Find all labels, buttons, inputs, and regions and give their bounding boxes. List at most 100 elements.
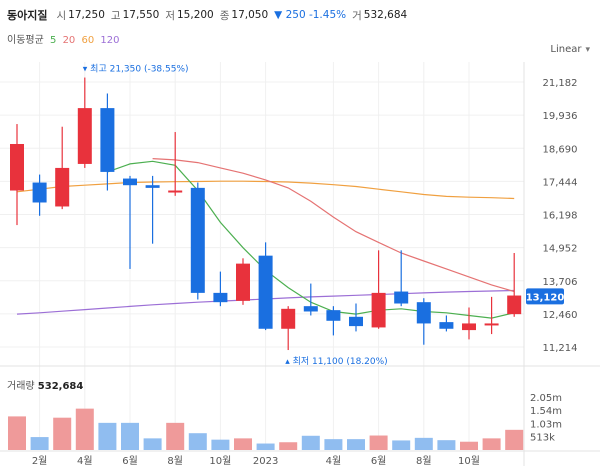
price-tick-label: 19,936 bbox=[543, 111, 578, 122]
candle-body bbox=[123, 178, 137, 186]
volume-bar bbox=[414, 437, 433, 450]
price-tick-label: 21,182 bbox=[543, 78, 578, 89]
price-axis: 21,182 19,936 18,690 17,444 16,198 14,952 13,7… bbox=[543, 78, 578, 354]
volume-label: 거 bbox=[352, 9, 362, 22]
time-tick-label: 4월 bbox=[326, 455, 342, 467]
price-tick-label: 13,706 bbox=[543, 277, 578, 288]
stock-header: 동아지질 시 17,250 고 17,550 저 15,200 종 17,050… bbox=[7, 6, 413, 24]
volume-bar bbox=[437, 440, 456, 450]
moving-average-legend[interactable]: 이동평균 5 20 60 120 bbox=[7, 31, 123, 46]
candle-body bbox=[281, 308, 296, 329]
candle-body bbox=[10, 143, 24, 191]
candle-body bbox=[394, 291, 409, 304]
price-tick-label: 12,460 bbox=[543, 310, 578, 321]
open-value: 17,250 bbox=[68, 9, 105, 21]
volume-bar bbox=[482, 438, 501, 450]
volume-bar bbox=[211, 439, 230, 450]
time-tick-label: 8월 bbox=[416, 455, 432, 467]
volume-axis: 2.05m 1.54m 1.03m 513k bbox=[530, 393, 562, 444]
candle-body bbox=[416, 302, 431, 324]
candle-body bbox=[507, 295, 522, 315]
scale-dropdown[interactable]: Linear ▾ bbox=[550, 44, 590, 55]
volume-bar bbox=[234, 438, 252, 450]
ma5-legend: 5 bbox=[50, 35, 57, 46]
volume-bar bbox=[8, 416, 26, 450]
chevron-down-icon: ▾ bbox=[585, 44, 590, 55]
time-tick-label: 4월 bbox=[77, 455, 93, 467]
volume-bar bbox=[30, 437, 49, 450]
stock-name: 동아지질 bbox=[7, 9, 48, 22]
candle-body bbox=[462, 323, 476, 331]
candle-body bbox=[213, 292, 228, 303]
candlesticks bbox=[10, 77, 522, 351]
high-value: 17,550 bbox=[122, 9, 160, 21]
volume-bar bbox=[301, 435, 320, 450]
volume-tick-label: 513k bbox=[530, 433, 555, 444]
volume-bar bbox=[143, 438, 162, 450]
candle-body bbox=[326, 310, 341, 321]
ma120-legend: 120 bbox=[100, 35, 120, 46]
time-axis: 2월 4월 6월 8월 10월 2023 4월 6월 8월 10월 bbox=[32, 455, 480, 467]
candle-body bbox=[190, 187, 205, 293]
price-tick-label: 17,444 bbox=[543, 177, 578, 188]
volume-panel-title: 거래량 532,684 bbox=[7, 377, 83, 392]
candle-body bbox=[100, 108, 115, 172]
volume-tick-label: 2.05m bbox=[530, 393, 562, 404]
candle-body bbox=[236, 263, 250, 301]
last-price-tag: 13,120 bbox=[526, 288, 565, 305]
volume-tick-label: 1.54m bbox=[530, 406, 562, 417]
volume-bar bbox=[279, 442, 298, 450]
volume-panel-value: 532,684 bbox=[37, 381, 84, 392]
candle-body bbox=[349, 316, 363, 327]
volume-value: 532,684 bbox=[363, 9, 408, 21]
candle-body bbox=[484, 323, 499, 326]
candle-body bbox=[303, 306, 318, 312]
low-annotation: ▴ 최저 11,100 (18.20%) bbox=[285, 356, 388, 367]
ma60-legend: 60 bbox=[81, 35, 95, 46]
ma20-line bbox=[152, 158, 515, 293]
volume-tick-label: 1.03m bbox=[530, 419, 562, 430]
candle-body bbox=[32, 182, 47, 203]
high-label: 고 bbox=[110, 9, 121, 22]
candle-body bbox=[258, 255, 273, 329]
volume-bar bbox=[324, 439, 343, 450]
candle-body bbox=[371, 292, 386, 328]
candle-body bbox=[145, 185, 160, 188]
last-price-label: 13,120 bbox=[526, 292, 565, 303]
volume-bar bbox=[505, 429, 524, 450]
low-label: 저 bbox=[165, 9, 175, 22]
price-tick-label: 18,690 bbox=[543, 144, 578, 155]
volume-bar bbox=[75, 408, 94, 450]
scale-label: Linear bbox=[550, 44, 582, 55]
volume-bars bbox=[8, 408, 524, 450]
close-label: 종 bbox=[219, 9, 230, 22]
time-tick-label: 6월 bbox=[371, 455, 387, 467]
close-value: 17,050 bbox=[231, 9, 269, 21]
low-value: 15,200 bbox=[177, 9, 214, 21]
candle-body bbox=[77, 108, 92, 164]
volume-bar bbox=[347, 439, 365, 450]
candle-body bbox=[439, 322, 454, 329]
time-tick-label: 10월 bbox=[209, 455, 231, 467]
volume-bar bbox=[256, 443, 275, 450]
volume-bar bbox=[166, 422, 185, 450]
volume-bar bbox=[53, 417, 72, 450]
volume-bar bbox=[392, 440, 411, 450]
open-label: 시 bbox=[56, 9, 67, 22]
candle-body bbox=[168, 190, 183, 193]
volume-bar bbox=[369, 435, 388, 450]
ma-label: 이동평균 bbox=[7, 35, 44, 46]
high-annotation: ▾ 최고 21,350 (-38.55%) bbox=[83, 64, 189, 75]
time-tick-label: 8월 bbox=[167, 455, 183, 467]
time-tick-label: 6월 bbox=[122, 455, 138, 467]
candle-body bbox=[55, 167, 70, 207]
price-tick-label: 14,952 bbox=[543, 244, 578, 255]
time-tick-label: 2월 bbox=[32, 455, 48, 467]
volume-bar bbox=[188, 433, 207, 450]
volume-bar bbox=[460, 441, 478, 450]
change-value: ▼ 250 -1.45% bbox=[274, 9, 347, 21]
price-tick-label: 16,198 bbox=[543, 211, 578, 222]
price-tick-label: 11,214 bbox=[543, 343, 578, 354]
ma20-legend: 20 bbox=[62, 35, 76, 46]
